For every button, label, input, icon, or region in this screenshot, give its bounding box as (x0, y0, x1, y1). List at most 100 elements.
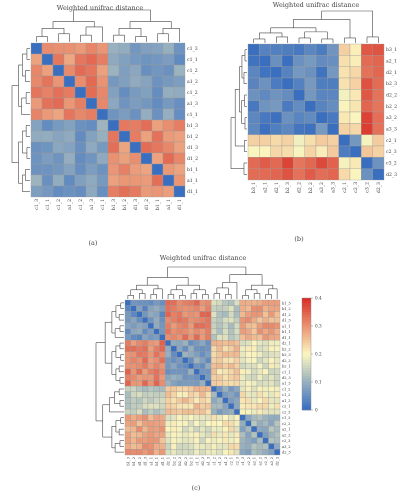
heatmap-cell (182, 351, 189, 358)
heatmap-cell (228, 299, 235, 306)
heatmap-cell (136, 368, 143, 375)
heatmap-cell (239, 311, 246, 318)
heatmap-cell (315, 111, 328, 124)
heatmap-cell (338, 55, 351, 67)
heatmap-cell (136, 414, 143, 421)
heatmap-cell (210, 414, 218, 421)
heatmap-cell (147, 391, 154, 398)
heatmap-cell (256, 403, 263, 410)
heatmap-cell (222, 403, 229, 410)
chart-title: Weighted unifrac distance (273, 1, 360, 9)
heatmap-cell (205, 385, 212, 393)
colorbar-tick-label: 0.4 (315, 296, 322, 301)
heatmap-cell (372, 111, 385, 124)
heatmap-cell (304, 77, 317, 90)
heatmap-cell (327, 66, 339, 79)
heatmap-cell (74, 53, 87, 66)
heatmap-cell (372, 145, 385, 158)
column-label: b3_1 (251, 182, 257, 193)
heatmap-cell (30, 141, 43, 154)
colorbar-segment (302, 348, 311, 352)
heatmap-cell (327, 111, 339, 124)
heatmap-cell (130, 351, 137, 358)
heatmap-cell (274, 380, 281, 387)
heatmap-cell (187, 311, 195, 318)
heatmap-cell (245, 437, 252, 444)
row-label: b3_1 (386, 47, 397, 53)
heatmap-cell (233, 368, 240, 375)
heatmap-cell (129, 119, 142, 132)
heatmap-cell (216, 431, 223, 438)
heatmap-cell (338, 111, 351, 124)
heatmap-cell (327, 145, 339, 158)
heatmap-cell (304, 66, 317, 79)
heatmap-cell (147, 403, 154, 410)
heatmap-cell (268, 380, 275, 387)
heatmap-cell (222, 340, 229, 347)
heatmap-cell (349, 111, 362, 124)
heatmap-cell (247, 111, 260, 124)
column-label: b1_1 (155, 457, 159, 466)
heatmap-cell (239, 414, 246, 421)
heatmap-cell (268, 437, 275, 444)
column-label: d1_2 (138, 457, 142, 466)
heatmap-cell (107, 97, 120, 110)
heatmap-cell (85, 130, 98, 143)
heatmap-cell (130, 311, 137, 318)
heatmap-cell (140, 174, 153, 187)
panel-label: (c) (192, 484, 201, 492)
heatmap-cell (130, 397, 137, 404)
heatmap-cell (210, 299, 218, 306)
heatmap-cell (210, 391, 218, 398)
heatmap-cell (349, 77, 362, 90)
heatmap-cell (136, 391, 143, 398)
heatmap-cell (361, 145, 373, 158)
heatmap-cell (173, 119, 186, 132)
heatmap-cell (239, 443, 246, 450)
heatmap-cell (216, 380, 223, 387)
heatmap-cell (136, 443, 143, 450)
heatmap-cell (165, 437, 172, 444)
heatmap-cell (96, 64, 109, 77)
heatmap-cell (193, 437, 200, 444)
heatmap-cell (216, 426, 223, 433)
heatmap-cell (210, 317, 218, 324)
heatmap-cell (41, 174, 54, 187)
heatmap-cell (153, 420, 160, 427)
colorbar-segment (302, 351, 311, 355)
heatmap-cell (256, 397, 263, 404)
heatmap-cell (268, 408, 275, 415)
heatmap-cell (338, 123, 351, 135)
heatmap-cell (199, 345, 206, 352)
heatmap-cell (293, 157, 305, 169)
heatmap-cell (170, 351, 177, 358)
heatmap-cell (193, 340, 200, 347)
heatmap-cell (233, 322, 240, 329)
heatmap-cell (173, 97, 186, 110)
heatmap-cell (216, 408, 223, 415)
heatmap-cell (361, 77, 373, 90)
heatmap-cell (199, 437, 206, 444)
heatmap-cell (147, 449, 154, 456)
heatmap-cell (130, 431, 137, 438)
heatmap-cell (182, 420, 189, 427)
heatmap-cell (338, 43, 351, 56)
heatmap-cell (274, 403, 281, 410)
heatmap-cell (216, 362, 223, 370)
heatmap-cell (256, 334, 263, 341)
colorbar-segment (302, 396, 311, 400)
heatmap-cell (315, 168, 328, 181)
heatmap-cell (281, 157, 294, 169)
column-label: a2_2 (258, 457, 262, 466)
heatmap-cell (228, 362, 235, 370)
heatmap-cell (304, 55, 317, 67)
heatmap-cell (130, 374, 137, 381)
heatmap-cell (349, 100, 362, 113)
heatmap-cell (136, 380, 143, 387)
column-label: d2_2 (297, 182, 303, 193)
heatmap-cell (245, 380, 252, 387)
heatmap-cell (228, 345, 235, 352)
heatmap-cell (136, 345, 143, 352)
heatmap-cell (153, 426, 160, 433)
heatmap-cell (107, 75, 120, 88)
